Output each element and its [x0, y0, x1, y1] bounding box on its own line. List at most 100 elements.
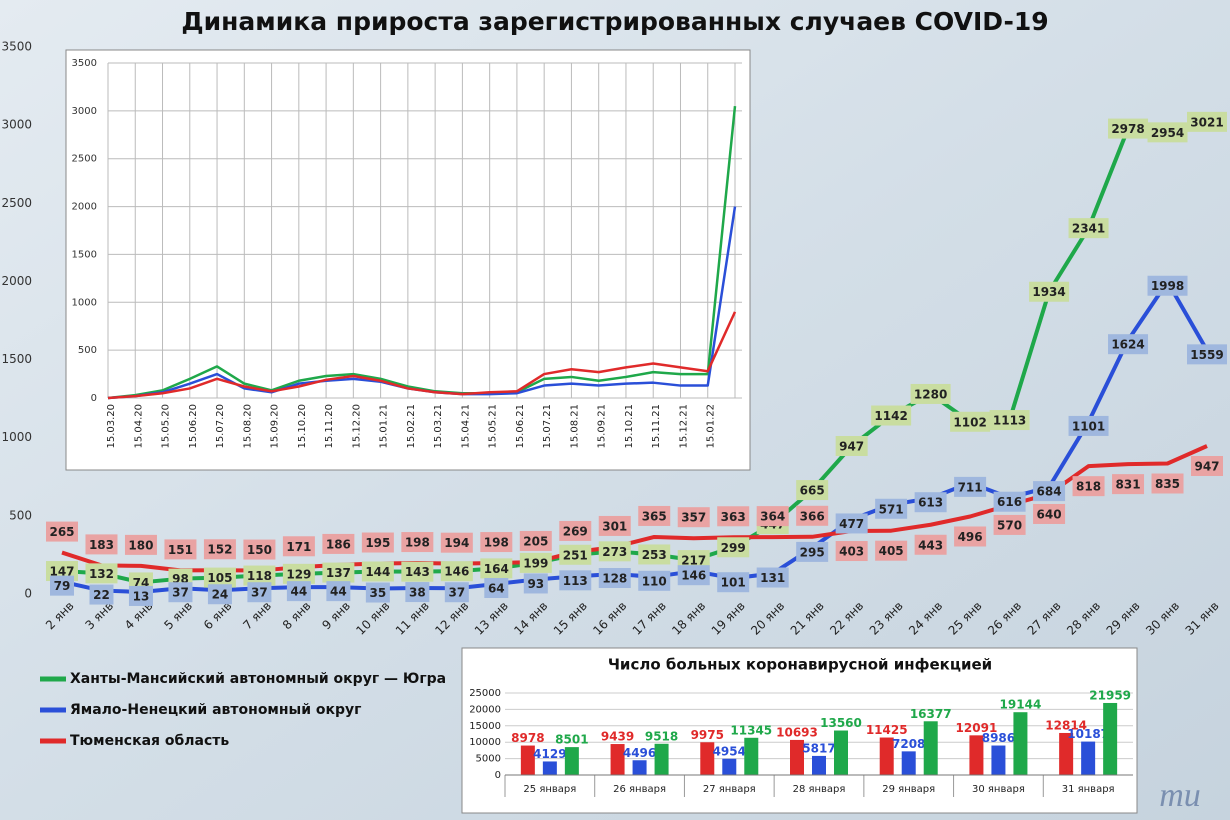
value-label: 101: [721, 576, 746, 590]
value-label: 2954: [1151, 126, 1184, 140]
value-label: 1559: [1190, 348, 1223, 362]
value-label: 37: [251, 586, 268, 600]
x-tick-label: 30 января: [972, 784, 1025, 795]
value-label-box: [954, 476, 987, 497]
value-label-box: [50, 575, 74, 596]
value-label: 640: [1037, 507, 1062, 521]
value-label: 363: [721, 510, 746, 524]
value-label: 11425: [866, 723, 908, 737]
x-tick-label: 15.04.21: [460, 404, 471, 449]
value-label-box: [598, 541, 631, 562]
value-label: 132: [89, 567, 114, 581]
value-label-box: [85, 534, 118, 555]
y-tick-label: 0: [24, 587, 32, 601]
value-label: 665: [800, 484, 825, 498]
value-label: 64: [488, 581, 505, 595]
value-label-box: [835, 513, 868, 534]
x-tick-label: 15.09.20: [270, 404, 281, 449]
y-tick-label: 3500: [72, 58, 97, 69]
x-tick-label: 15.09.21: [597, 404, 608, 449]
bar: [923, 721, 938, 775]
value-label-box: [89, 584, 114, 605]
value-label: 496: [958, 530, 983, 544]
value-label: 79: [54, 579, 71, 593]
value-label: 2341: [1072, 222, 1105, 236]
bar: [542, 761, 557, 775]
value-label: 8986: [982, 731, 1015, 745]
value-label: 195: [365, 536, 390, 550]
x-tick-label: 15.08.21: [569, 404, 580, 449]
x-tick-label: 15.05.20: [161, 404, 172, 449]
value-label: 113: [563, 574, 588, 588]
x-tick-label: 25 января: [523, 784, 576, 795]
value-label-box: [322, 533, 355, 554]
bar: [564, 747, 579, 775]
x-tick-label: 15.06.21: [515, 404, 526, 449]
value-label: 570: [997, 518, 1022, 532]
value-label-box: [1068, 218, 1109, 239]
value-label: 1280: [914, 387, 947, 401]
bar: [1013, 712, 1028, 775]
y-tick-label: 5000: [476, 754, 501, 765]
value-label: 146: [444, 565, 469, 579]
value-label: 5817: [802, 741, 835, 755]
value-label: 684: [1037, 485, 1062, 499]
value-label-box: [1108, 118, 1149, 139]
value-label: 146: [681, 569, 706, 583]
value-label: 171: [286, 540, 311, 554]
value-label-box: [598, 515, 631, 536]
bar: [901, 751, 916, 775]
value-label: 110: [642, 574, 667, 588]
value-label: 366: [800, 509, 825, 523]
value-label: 13: [133, 589, 150, 603]
value-label-box: [519, 552, 552, 573]
value-label: 3021: [1190, 115, 1223, 129]
value-label-box: [1068, 415, 1109, 436]
value-label: 44: [330, 585, 347, 599]
value-label-box: [677, 550, 710, 571]
value-label: 831: [1116, 478, 1141, 492]
y-tick-label: 1000: [72, 297, 97, 308]
x-tick-label: 15.01.22: [706, 404, 717, 449]
y-tick-label: 500: [78, 345, 97, 356]
value-label-box: [677, 507, 710, 528]
value-label: 1624: [1111, 338, 1144, 352]
value-label-box: [405, 582, 430, 603]
value-label: 295: [800, 545, 825, 559]
value-label-box: [989, 410, 1030, 431]
value-label-box: [559, 544, 592, 565]
value-label: 21959: [1089, 688, 1131, 702]
value-label-box: [124, 534, 157, 555]
bar: [744, 737, 759, 775]
y-tick-label: 0: [91, 393, 97, 404]
value-label-box: [286, 581, 311, 602]
value-label: 269: [563, 524, 588, 538]
value-label-box: [1033, 481, 1066, 502]
x-tick-label: 15.12.21: [678, 404, 689, 449]
value-label-box: [914, 492, 947, 513]
value-label-box: [128, 585, 153, 606]
value-label-box: [756, 506, 789, 527]
value-label-box: [875, 498, 908, 519]
value-label: 194: [444, 536, 469, 550]
value-label-box: [559, 520, 592, 541]
value-label: 217: [681, 554, 706, 568]
y-tick-label: 3000: [1, 118, 32, 132]
x-tick-label: 15.04.20: [133, 404, 144, 449]
bar: [991, 745, 1006, 775]
value-label: 9439: [601, 730, 634, 744]
value-label-box: [1191, 455, 1223, 476]
x-tick-label: 15.12.20: [351, 404, 362, 449]
value-label: 9975: [691, 728, 724, 742]
value-label-box: [910, 383, 951, 404]
value-label-box: [1151, 473, 1184, 494]
value-label-box: [519, 530, 552, 551]
value-label-box: [598, 567, 631, 588]
value-label: 405: [879, 544, 904, 558]
y-tick-label: 500: [9, 508, 32, 522]
value-label-box: [401, 561, 434, 582]
value-label-box: [835, 435, 868, 456]
value-label-box: [796, 541, 829, 562]
value-label-box: [993, 514, 1026, 535]
